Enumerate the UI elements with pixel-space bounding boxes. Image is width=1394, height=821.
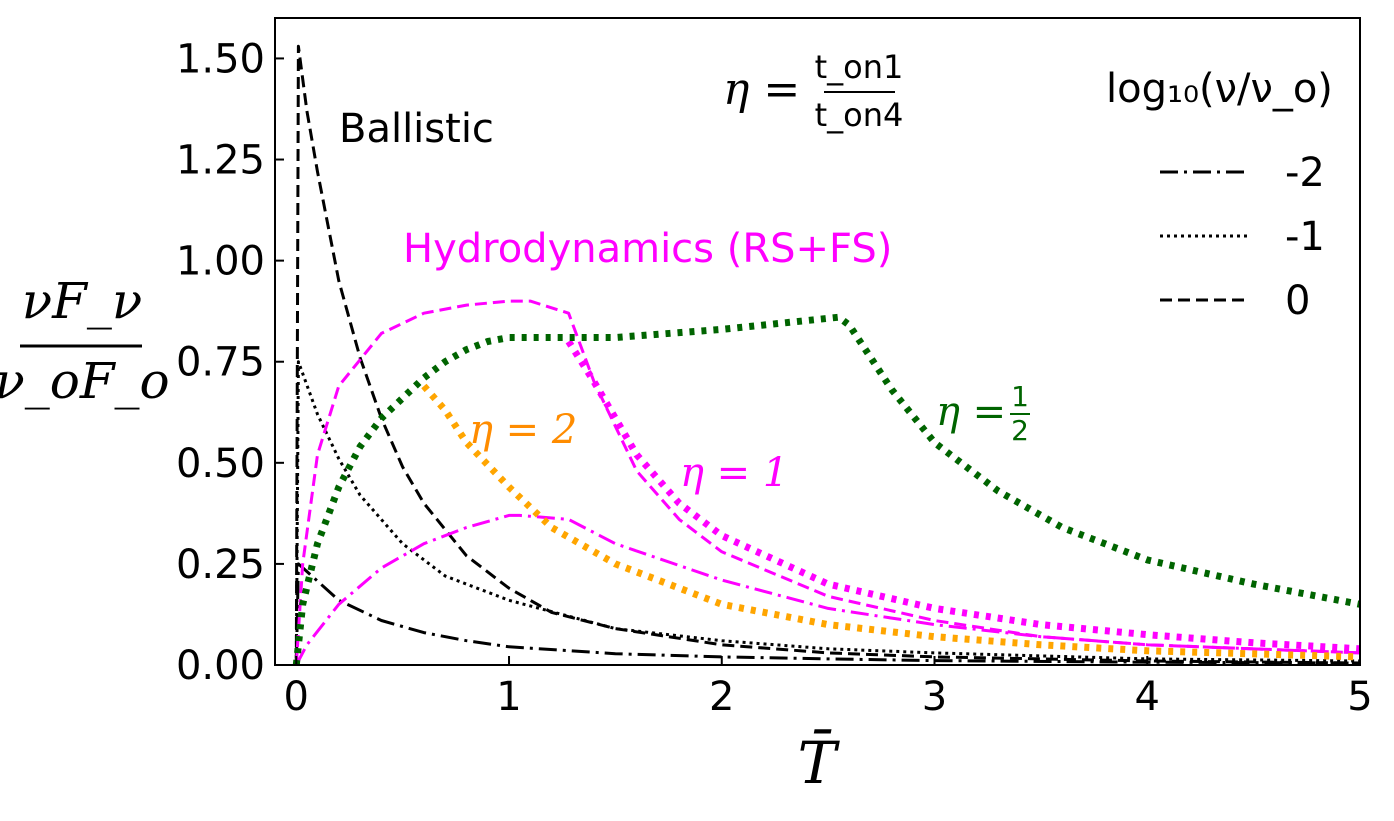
x-tick-label: 0 (284, 674, 309, 720)
x-tick-label: 1 (496, 674, 521, 720)
y-tick-label: 1.25 (176, 138, 265, 184)
y-tick-label: 1.00 (176, 239, 265, 285)
x-tick-label: 4 (1135, 674, 1160, 720)
y-tick-label: 0.25 (176, 542, 265, 588)
hydro-label: Hydrodynamics (RS+FS) (403, 226, 892, 272)
y-tick-label: 0.00 (176, 643, 265, 689)
series-line-ballistic-dashed-0 (294, 44, 1360, 665)
series-line-eta1-dashed-3 (294, 299, 1360, 665)
x-tick-label: 2 (709, 674, 734, 720)
x-ticks: 0 1 2 3 4 5 (284, 656, 1373, 720)
series-line-ballistic-dashdot-2 (294, 562, 1360, 665)
eta-half-denominator: 2 (1011, 414, 1029, 447)
y-tick-label: 1.50 (176, 36, 265, 82)
series-layer (292, 44, 1360, 665)
eta-definition-lhs: η = (723, 64, 800, 115)
y-tick-label: 0.50 (176, 441, 265, 487)
eta2-label: η = 2 (469, 407, 577, 453)
series-line-eta1-dashdot-4 (294, 513, 1360, 665)
eta-half-label: η = 1 2 (936, 380, 1030, 447)
eta-definition-denominator: t_on4 (815, 96, 904, 134)
y-tick-label: 0.75 (176, 340, 265, 386)
eta-half-numerator: 1 (1011, 380, 1029, 413)
series-line-ballistic-dotted-1 (294, 360, 1360, 665)
ballistic-label: Ballistic (339, 106, 494, 152)
eta1-label: η = 1 (680, 450, 788, 496)
eta-definition-numerator: t_on1 (815, 48, 904, 86)
legend-label-dashed: 0 (1285, 278, 1310, 324)
legend-label-dashdot: -2 (1285, 150, 1325, 196)
plot-area (275, 18, 1360, 665)
eta-half-lhs: η = (936, 389, 1006, 435)
plot-frame (274, 17, 1361, 666)
legend-label-dotted: -1 (1285, 214, 1325, 260)
legend-title: log₁₀(ν/ν_o) (1106, 66, 1333, 112)
y-axis-label-denominator: ν_oF_o (0, 352, 170, 410)
legend: log₁₀(ν/ν_o) -2 -1 0 (1106, 66, 1333, 324)
x-tick-label: 5 (1347, 674, 1372, 720)
series-line-eta2-thick-dotted-6 (421, 383, 1360, 661)
x-tick-label: 3 (922, 674, 947, 720)
y-axis-label-numerator: νF_ν (22, 272, 142, 330)
x-axis-label: T̄ (798, 728, 841, 797)
y-ticks: 0.00 0.25 0.50 0.75 1.00 1.25 1.50 (176, 36, 284, 689)
y-axis-label: νF_ν ν_oF_o (0, 272, 170, 410)
eta-definition: η = t_on1 t_on4 (723, 48, 903, 134)
